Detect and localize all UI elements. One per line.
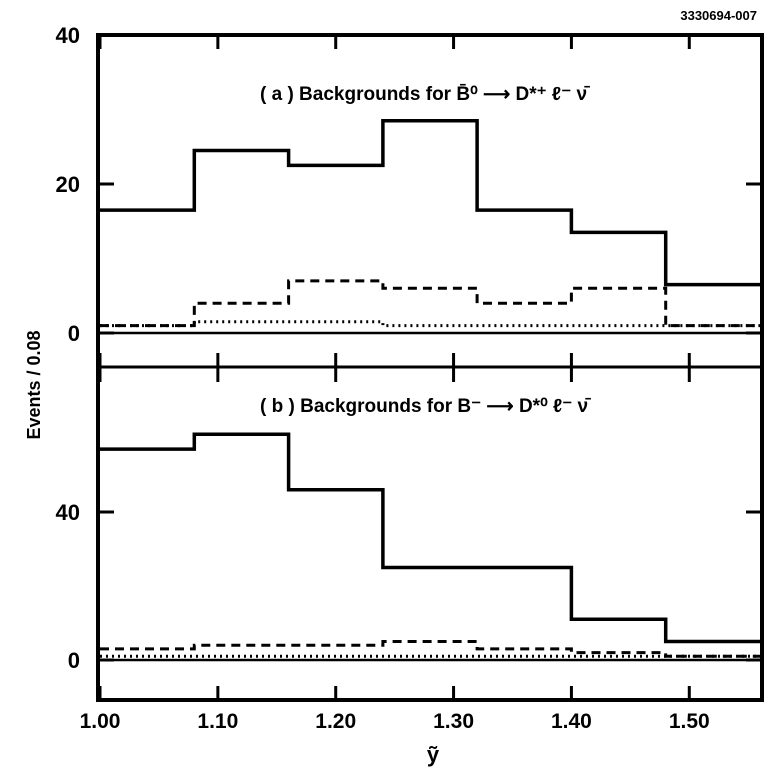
panel-a-title-formula: B̄⁰ ⟶ D*⁺ ℓ⁻ ν̄	[456, 84, 590, 105]
panel-b-y-tick-label: 0	[68, 648, 80, 673]
panel-a-y-tick-label: 0	[68, 321, 80, 346]
panel-b-y-tick-label: 40	[56, 500, 80, 525]
x-tick-label: 1.20	[315, 710, 356, 733]
panel-a-y-tick-label: 40	[56, 23, 80, 48]
x-tick-label: 1.00	[80, 710, 121, 733]
panel-b-solid-histogram	[100, 432, 760, 644]
panel-b-title-prefix: ( b ) Backgrounds for	[260, 396, 457, 417]
x-tick-label: 1.30	[433, 710, 474, 733]
y-axis-label: Events / 0.08	[24, 330, 44, 439]
panel-a-solid-histogram	[100, 118, 760, 287]
figure-id: 3330694-007	[680, 8, 757, 23]
panel-a-y-tick-label: 20	[56, 172, 80, 197]
panel-a-title-prefix: ( a ) Backgrounds for	[260, 84, 456, 105]
x-axis-ticks: 1.00 1.10 1.20 1.30 1.40 1.50	[80, 710, 710, 733]
x-tick-label: 1.40	[551, 710, 592, 733]
panel-a: ( a ) Backgrounds for B̄⁰ ⟶ D*⁺ ℓ⁻ ν̄ 0 2…	[56, 23, 760, 367]
panel-b-dashed-histogram	[100, 640, 760, 658]
x-tick-label: 1.10	[197, 710, 238, 733]
x-tick-label: 1.50	[669, 710, 710, 733]
panel-b-title: ( b ) Backgrounds for B⁻ ⟶ D*⁰ ℓ⁻ ν̄	[260, 396, 591, 417]
panel-b: ( b ) Backgrounds for B⁻ ⟶ D*⁰ ℓ⁻ ν̄ 0 40	[56, 368, 760, 700]
panel-a-dotted-histogram	[100, 320, 760, 328]
panel-a-dashed-histogram	[100, 279, 760, 328]
x-axis-label: ỹ	[427, 742, 440, 767]
panel-b-title-formula: B⁻ ⟶ D*⁰ ℓ⁻ ν̄	[457, 396, 591, 417]
panel-a-title: ( a ) Backgrounds for B̄⁰ ⟶ D*⁺ ℓ⁻ ν̄	[260, 84, 590, 105]
